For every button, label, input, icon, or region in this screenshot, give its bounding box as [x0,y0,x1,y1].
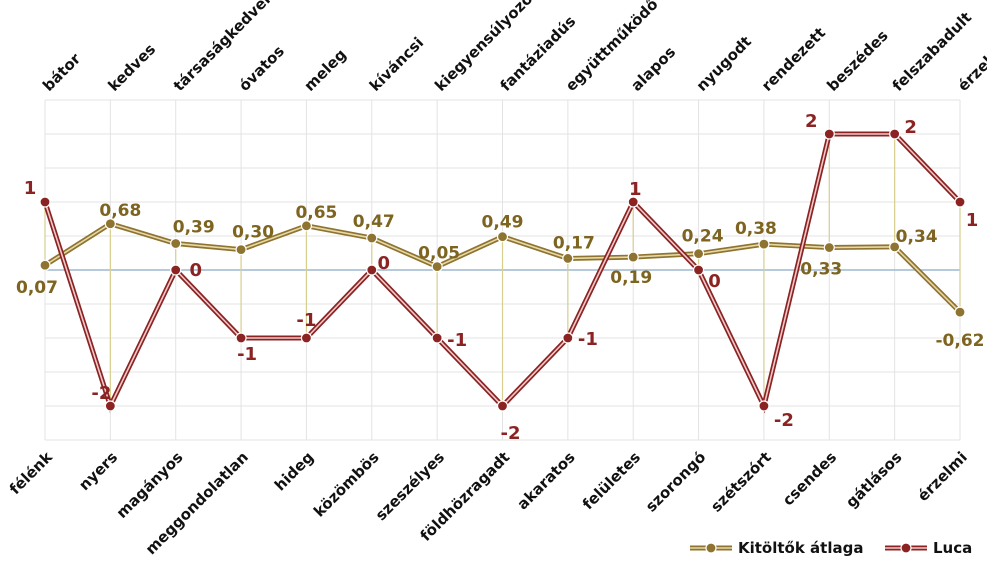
data-point [431,332,443,344]
data-point [104,400,116,412]
luca-data-label: 0 [189,260,202,281]
top-category-label: kiegyensúlyozott [431,0,546,95]
data-point [366,232,378,244]
luca-data-label: -2 [501,423,521,444]
top-category-label: beszédes [823,26,891,94]
bottom-category-label: csendes [779,448,840,509]
avg-data-label: -0,62 [936,331,985,351]
data-point [170,264,182,276]
avg-data-label: 0,34 [896,227,938,247]
bottom-category-label: akaratos [514,448,579,513]
bottom-category-label: félénk [6,447,57,498]
data-point [366,264,378,276]
avg-data-label: 0,05 [418,244,460,264]
data-point [39,196,51,208]
top-category-label: kíváncsi [366,34,427,95]
luca-data-label: 2 [805,111,818,132]
luca-data-label: -1 [447,330,467,351]
data-point [496,400,509,412]
luca-data-label: 1 [966,210,979,231]
data-point [954,196,966,208]
avg-data-label: 0,19 [610,268,652,288]
avg-data-labels: 0,07 0,68 0,39 0,30 0,65 0,47 0,05 0,49 0,17 0,19… [16,201,984,351]
data-point [300,332,313,344]
avg-data-label: 0,68 [99,201,141,221]
luca-data-label: -1 [296,310,316,331]
avg-data-label: 0,47 [353,212,395,232]
luca-data-label: -2 [774,410,794,431]
bottom-category-label: felületes [579,448,644,513]
top-category-label: kedves [104,40,159,95]
top-category-label: érzelmi [954,38,987,95]
avg-data-label: 0,24 [682,227,724,247]
data-point [889,241,901,253]
avg-data-label: 0,39 [173,217,215,237]
data-point [235,332,247,344]
data-point [431,261,443,273]
bottom-category-label: közömbös [310,448,383,521]
data-point [562,252,574,265]
bottom-category-label: gátlásos [842,448,905,511]
avg-data-label: 0,65 [295,203,337,223]
bottom-category-label: nyers [75,448,121,494]
top-category-label: óvatos [235,42,288,95]
legend: Kitöltők átlaga Luca [690,539,972,557]
data-point [823,128,835,140]
data-point [823,241,835,254]
data-point [39,259,51,271]
data-point [758,400,770,412]
top-category-label: meleg [301,45,350,94]
luca-data-label: -2 [91,383,111,404]
data-point [496,231,509,243]
top-category-label: társaságkedvelő [170,0,281,95]
data-point [627,196,639,208]
luca-legend-label: Luca [933,539,972,557]
top-category-label: bátor [39,49,84,94]
data-point [562,332,574,344]
data-point [300,220,313,232]
avg-data-label: 0,17 [553,233,595,253]
luca-data-label: 0 [708,271,721,292]
data-point [235,244,247,256]
avg-data-label: 0,33 [800,260,842,280]
avg-data-label: 0,38 [735,219,777,239]
data-point [627,251,639,263]
bottom-category-label: hideg [271,448,317,494]
data-point [692,248,705,260]
avg-legend-label: Kitöltők átlaga [738,539,863,557]
data-point [889,128,901,140]
data-point [170,237,182,250]
series-avg [39,218,966,318]
avg-data-label: 0,07 [16,278,58,298]
luca-data-labels: 1 -2 0 -1 -1 0 -1 -2 -1 1 0 -2 2 2 1 [24,111,979,444]
data-point [104,218,116,230]
top-category-label: alapos [627,43,679,95]
avg-data-label: 0,30 [232,223,274,243]
luca-data-label: 1 [629,179,642,200]
top-category-label: rendezett [758,24,829,95]
series-luca [39,128,966,414]
data-point [954,306,966,318]
bottom-category-label: érzelmi [914,448,971,505]
data-point [758,238,770,250]
avg-data-label: 0,49 [482,213,524,233]
avg-legend-marker [705,542,717,554]
luca-data-label: -1 [237,344,257,365]
luca-data-label: 1 [24,178,37,199]
luca-data-label: -1 [578,329,598,350]
top-category-label: nyugodt [693,33,755,95]
luca-data-label: 0 [378,253,391,274]
bottom-category-label: szétszórt [707,448,775,516]
luca-data-label: 2 [904,117,917,138]
data-point [692,264,705,276]
luca-legend-marker [900,542,912,554]
bottom-category-label: szorongó [642,448,709,515]
